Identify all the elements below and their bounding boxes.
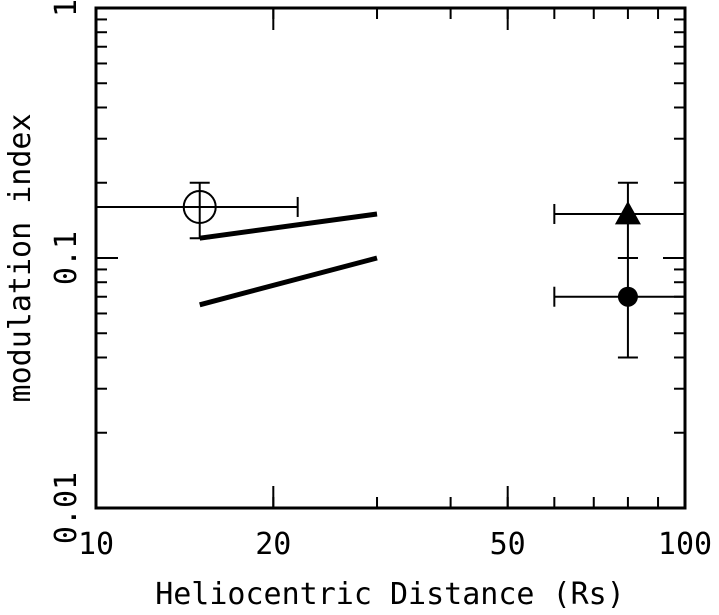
y-tick-label: 1: [49, 0, 84, 17]
x-tick-label: 50: [490, 527, 526, 562]
y-axis-title: modulation index: [3, 114, 38, 403]
major-ticks: [96, 8, 685, 508]
open-circle-marker: [182, 189, 217, 224]
lower-line: [199, 255, 378, 308]
filled-circle-marker: [617, 286, 638, 307]
y-tick-labels: 0.01 0.1 1: [49, 0, 84, 544]
plot-frame: [94, 6, 687, 510]
data-lines: [199, 211, 378, 308]
filled-triangle-marker: [614, 200, 641, 225]
x-tick-label: 10: [78, 527, 114, 562]
minor-ticks: [96, 8, 685, 508]
x-tick-label: 20: [255, 527, 291, 562]
error-bars: [96, 181, 685, 359]
x-tick-label: 100: [658, 527, 712, 562]
x-tick-labels: 10 20 50 100: [78, 527, 712, 562]
markers: [182, 189, 641, 307]
y-tick-label: 0.01: [49, 472, 84, 544]
upper-line: [199, 211, 378, 241]
plot-border: [94, 6, 687, 510]
x-axis-title: Heliocentric Distance (Rs): [155, 577, 625, 612]
y-tick-label: 0.1: [49, 231, 84, 285]
